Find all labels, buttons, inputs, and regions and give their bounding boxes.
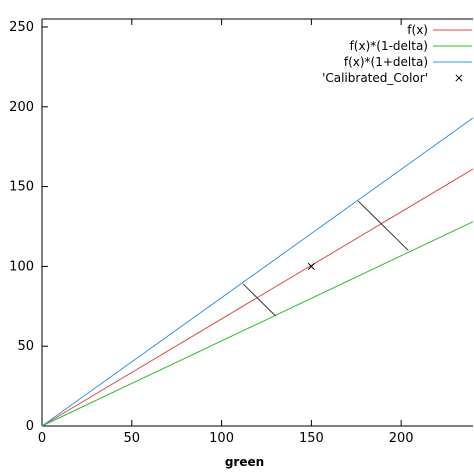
legend-label: f(x) [407,23,428,37]
x-tick-label: 50 [124,431,141,446]
x-tick-label: 0 [38,431,46,446]
y-tick-label: 200 [9,100,34,115]
points-layer [307,262,315,270]
series-line [41,117,474,427]
legend-label: f(x)*(1+delta) [344,55,428,69]
y-tick-label: 0 [26,419,34,434]
y-tick-label: 100 [9,259,34,274]
series-layer [41,117,474,427]
annotations [242,200,409,317]
axes: 0 50 100 150 200 0 50 100 150 200 250 [9,18,473,446]
x-tick-label: 150 [299,431,324,446]
data-point-marker [307,262,315,270]
y-tick-label: 50 [17,339,34,354]
y-tick-label: 150 [9,180,34,195]
series-line [41,221,474,427]
annotation-segment [357,200,409,251]
legend-label: 'Calibrated_Color' [322,71,428,85]
x-tick-label: 100 [209,431,234,446]
x-axis-title: green [225,455,264,469]
y-tick-label: 250 [9,20,34,35]
legend: f(x) f(x)*(1-delta) f(x)*(1+delta) 'Calibra… [322,23,472,85]
legend-marker [455,74,463,82]
annotation-segment [242,283,276,317]
x-tick-label: 200 [389,431,414,446]
legend-label: f(x)*(1-delta) [350,39,428,53]
